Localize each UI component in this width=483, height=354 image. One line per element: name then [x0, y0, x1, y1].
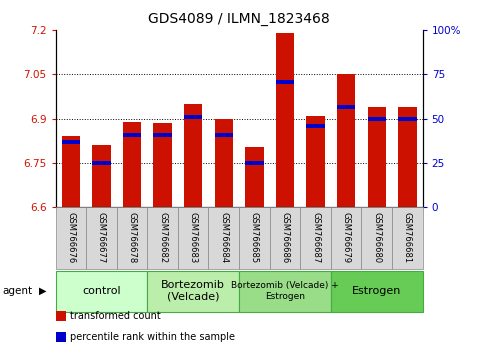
Bar — [306, 124, 325, 128]
Text: Estrogen: Estrogen — [352, 286, 401, 296]
Bar — [123, 133, 141, 137]
Bar — [368, 116, 386, 120]
Text: control: control — [82, 286, 121, 296]
Bar — [147, 207, 178, 269]
Bar — [398, 116, 416, 120]
Bar — [276, 80, 294, 84]
Text: GSM766685: GSM766685 — [250, 212, 259, 263]
Text: GSM766686: GSM766686 — [281, 212, 289, 263]
Bar — [154, 123, 172, 207]
Text: agent: agent — [2, 286, 32, 296]
Bar — [214, 119, 233, 207]
Text: GSM766677: GSM766677 — [97, 212, 106, 263]
Text: ▶: ▶ — [39, 286, 46, 296]
Title: GDS4089 / ILMN_1823468: GDS4089 / ILMN_1823468 — [148, 12, 330, 26]
Bar — [147, 271, 239, 312]
Text: GSM766680: GSM766680 — [372, 212, 381, 263]
Bar — [117, 207, 147, 269]
Bar — [361, 207, 392, 269]
Text: GSM766687: GSM766687 — [311, 212, 320, 263]
Bar — [368, 107, 386, 207]
Bar — [239, 271, 331, 312]
Bar — [178, 207, 209, 269]
Bar — [214, 133, 233, 137]
Bar — [270, 207, 300, 269]
Bar — [184, 115, 202, 119]
Text: GSM766679: GSM766679 — [341, 212, 351, 263]
Bar — [86, 207, 117, 269]
Bar — [337, 74, 355, 207]
Bar — [209, 207, 239, 269]
Bar — [123, 121, 141, 207]
Text: percentile rank within the sample: percentile rank within the sample — [70, 332, 235, 342]
Bar — [398, 107, 416, 207]
Text: GSM766684: GSM766684 — [219, 212, 228, 263]
Bar — [92, 161, 111, 165]
Bar — [245, 147, 264, 207]
Bar — [56, 271, 147, 312]
Text: transformed count: transformed count — [70, 311, 161, 321]
Bar — [337, 105, 355, 109]
Bar — [92, 145, 111, 207]
Text: Bortezomib
(Velcade): Bortezomib (Velcade) — [161, 280, 225, 302]
Bar — [184, 104, 202, 207]
Bar — [331, 271, 423, 312]
Bar — [154, 133, 172, 137]
Bar — [62, 140, 80, 144]
Text: GSM766678: GSM766678 — [128, 212, 137, 263]
Bar — [62, 136, 80, 207]
Text: GSM766682: GSM766682 — [158, 212, 167, 263]
Text: GSM766681: GSM766681 — [403, 212, 412, 263]
Text: Bortezomib (Velcade) +
Estrogen: Bortezomib (Velcade) + Estrogen — [231, 281, 339, 301]
Bar — [300, 207, 331, 269]
Bar — [306, 116, 325, 207]
Bar — [331, 207, 361, 269]
Text: GSM766676: GSM766676 — [66, 212, 75, 263]
Text: GSM766683: GSM766683 — [189, 212, 198, 263]
Bar — [56, 207, 86, 269]
Bar — [276, 33, 294, 207]
Bar — [245, 161, 264, 165]
Bar — [392, 207, 423, 269]
Bar — [239, 207, 270, 269]
